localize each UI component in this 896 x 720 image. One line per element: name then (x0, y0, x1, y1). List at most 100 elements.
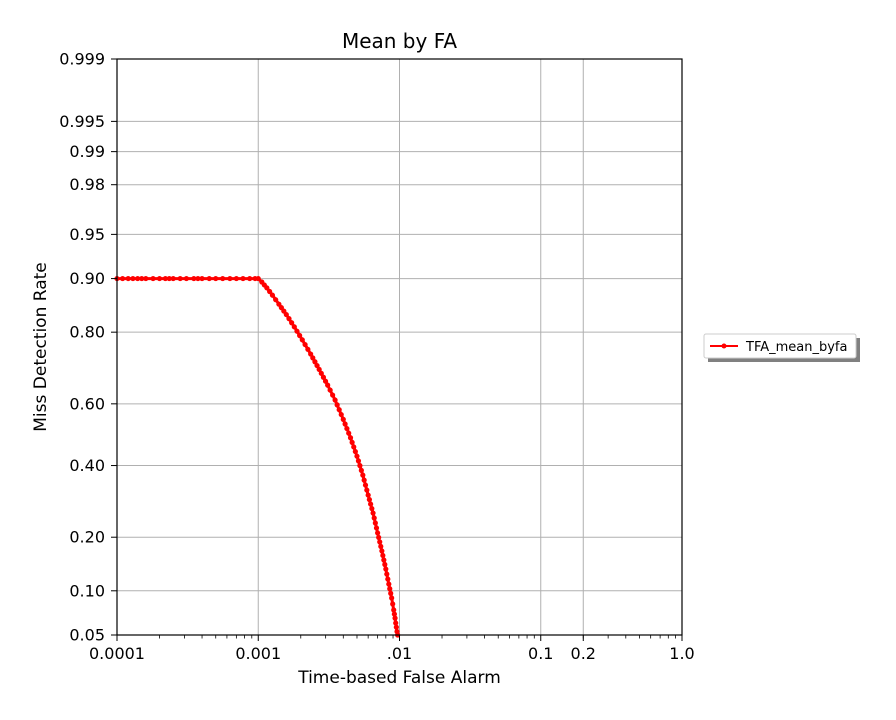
series-point (220, 275, 226, 282)
series-point (170, 275, 176, 282)
series-point (130, 275, 136, 282)
series-point (362, 482, 369, 488)
series-point (340, 416, 346, 422)
series-point (349, 439, 355, 445)
grid-lines (116, 58, 683, 636)
series-point (302, 341, 308, 348)
series-point (387, 586, 393, 592)
series-point (199, 275, 205, 282)
series-point (361, 477, 367, 483)
x-tick-label: 1.0 (669, 644, 694, 663)
legend-entry-label: TFA_mean_byfa (745, 340, 847, 355)
series-point (125, 275, 131, 282)
series-point (305, 346, 311, 352)
series-point (322, 378, 329, 384)
series-point (391, 611, 397, 617)
y-tick-label: 0.20 (69, 528, 105, 547)
series-point (373, 525, 380, 531)
series-point (366, 496, 372, 503)
x-tick-label: 0.0001 (89, 644, 145, 663)
y-tick-label: 0.40 (69, 456, 105, 475)
series-point (318, 370, 324, 376)
series-point (191, 275, 197, 282)
series-point (380, 552, 386, 559)
y-tick-label: 0.90 (69, 269, 105, 288)
series-point (316, 366, 322, 373)
x-axis-ticks: 0.0001 0.001 .01 0.1 0.2 1.0 (89, 635, 695, 663)
series-point (378, 543, 384, 550)
y-tick-label: 0.60 (69, 394, 105, 413)
y-tick-label: 0.10 (69, 581, 105, 600)
series-point (393, 624, 399, 630)
series-point (332, 397, 338, 403)
y-tick-label: 0.999 (59, 50, 105, 69)
series-point (365, 492, 371, 498)
series-point (308, 351, 314, 357)
series-point (383, 566, 389, 572)
series-point (269, 292, 276, 298)
series-point (344, 425, 350, 432)
series-point (325, 382, 331, 388)
series-point (372, 520, 378, 526)
series-point (368, 501, 374, 507)
series-point (392, 615, 398, 621)
series-point (342, 421, 348, 427)
series-point (338, 411, 344, 418)
series-point (352, 448, 358, 455)
x-tick-label: .01 (387, 644, 412, 663)
series-point (213, 275, 219, 282)
series-point (360, 472, 366, 478)
series-point (320, 374, 327, 380)
y-tick-label: 0.995 (59, 112, 105, 131)
series-point (297, 332, 303, 339)
series-point (119, 275, 126, 282)
x-tick-label: 0.001 (235, 644, 281, 663)
series-point (206, 275, 212, 282)
series-point (162, 275, 168, 282)
series-point (327, 387, 333, 393)
series-point (376, 534, 382, 541)
series-point (391, 607, 397, 613)
x-tick-label: 0.1 (528, 644, 553, 663)
series-point (379, 548, 385, 554)
series-point (195, 275, 201, 282)
series-point (371, 515, 377, 521)
series-point (358, 467, 364, 473)
series-point (227, 275, 233, 282)
series-point (346, 430, 352, 436)
series-point (255, 275, 261, 282)
series-point (150, 275, 156, 282)
y-tick-label: 0.05 (69, 626, 105, 645)
series-point (382, 561, 388, 568)
x-tick-label: 0.2 (571, 644, 596, 663)
series-point (351, 444, 357, 450)
series-point (286, 316, 292, 322)
series-point (357, 463, 363, 469)
series-point (143, 275, 149, 282)
series-point (385, 576, 391, 582)
y-tick-label: 0.99 (69, 142, 105, 161)
series-point (183, 275, 190, 282)
series-point (264, 285, 270, 291)
series-point (354, 453, 360, 459)
series-point (289, 320, 295, 326)
series-point (135, 275, 141, 282)
series-point (156, 275, 163, 282)
series-point (381, 557, 387, 563)
series-point (310, 355, 316, 361)
series-point (386, 581, 392, 587)
y-tick-label: 0.80 (69, 323, 105, 342)
series-point (355, 458, 362, 464)
series-point (347, 435, 354, 441)
y-tick-label: 0.98 (69, 175, 105, 194)
legend: TFA_mean_byfa (703, 333, 860, 362)
series-point (393, 620, 399, 626)
series-point (294, 328, 300, 334)
series-point (267, 288, 273, 295)
series-point (390, 601, 396, 607)
series-point (370, 510, 376, 516)
y-axis-ticks: 0.05 0.10 0.20 0.40 0.60 0.80 0.90 0.95 0.98 0.99… (59, 50, 117, 645)
series-point (384, 571, 390, 577)
series-point (377, 539, 383, 545)
